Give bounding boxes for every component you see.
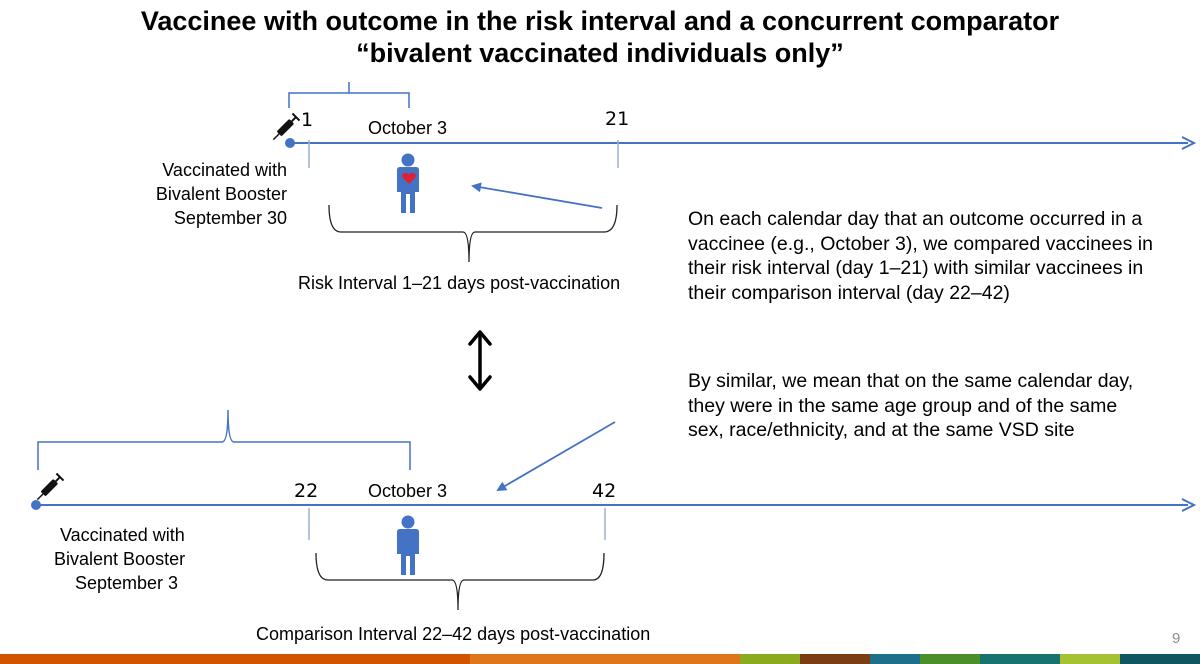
bottom-timeline-start-dot	[31, 500, 41, 510]
footer-segment	[870, 654, 920, 664]
top-day-start: 1	[301, 109, 314, 131]
footer-color-bar	[0, 654, 1200, 664]
person-with-heart-icon	[397, 153, 419, 213]
risk-interval-label: Risk Interval 1–21 days post-vaccination	[298, 273, 621, 293]
double-arrow-icon	[468, 330, 492, 391]
top-vaccinated-line1: Vaccinated with	[162, 160, 287, 180]
bottom-vaccinated-line3: September 3	[75, 573, 179, 593]
person-icon	[397, 515, 419, 575]
comparison-interval-label: Comparison Interval 22–42 days post-vacc…	[256, 624, 651, 644]
top-vaccinated-line2: Bivalent Booster	[155, 184, 287, 204]
bottom-upper-brace	[37, 409, 411, 470]
top-pointer-arrow	[471, 182, 603, 209]
footer-segment	[470, 654, 740, 664]
footer-segment	[0, 654, 470, 664]
bottom-day-end: 42	[592, 480, 617, 502]
explanation-paragraph-2: By similar, we mean that on the same cal…	[688, 370, 1134, 441]
top-date-label: October 3	[368, 118, 448, 138]
slide-title-line1: Vaccinee with outcome in the risk interv…	[140, 6, 1060, 36]
footer-segment	[740, 654, 800, 664]
bottom-day-start: 22	[294, 480, 319, 502]
page-number: 9	[1172, 630, 1181, 647]
bottom-vaccinated-line2: Bivalent Booster	[54, 549, 186, 569]
heart-icon	[402, 172, 416, 184]
bottom-vaccinated-line1: Vaccinated with	[60, 525, 185, 545]
explanation-paragraph-1: On each calendar day that an outcome occ…	[688, 208, 1153, 304]
top-upper-brace	[288, 82, 410, 108]
footer-segment	[800, 654, 870, 664]
risk-interval-brace	[328, 204, 618, 263]
footer-segment	[1120, 654, 1200, 664]
footer-segment	[980, 654, 1060, 664]
bottom-date-label: October 3	[368, 481, 448, 501]
comparison-interval-brace	[315, 552, 605, 611]
bottom-timeline-arrowhead	[1181, 498, 1197, 512]
syringe-icon	[272, 112, 301, 141]
top-vaccinated-line3: September 30	[173, 208, 287, 228]
top-timeline-arrowhead	[1181, 136, 1197, 150]
syringe-icon-bottom	[36, 472, 65, 501]
top-day-end: 21	[605, 108, 630, 130]
bottom-pointer-arrow	[496, 421, 616, 492]
footer-segment	[920, 654, 980, 664]
slide-title-line2: “bivalent vaccinated individuals only”	[356, 38, 844, 68]
footer-segment	[1060, 654, 1120, 664]
top-timeline-start-dot	[285, 138, 295, 148]
